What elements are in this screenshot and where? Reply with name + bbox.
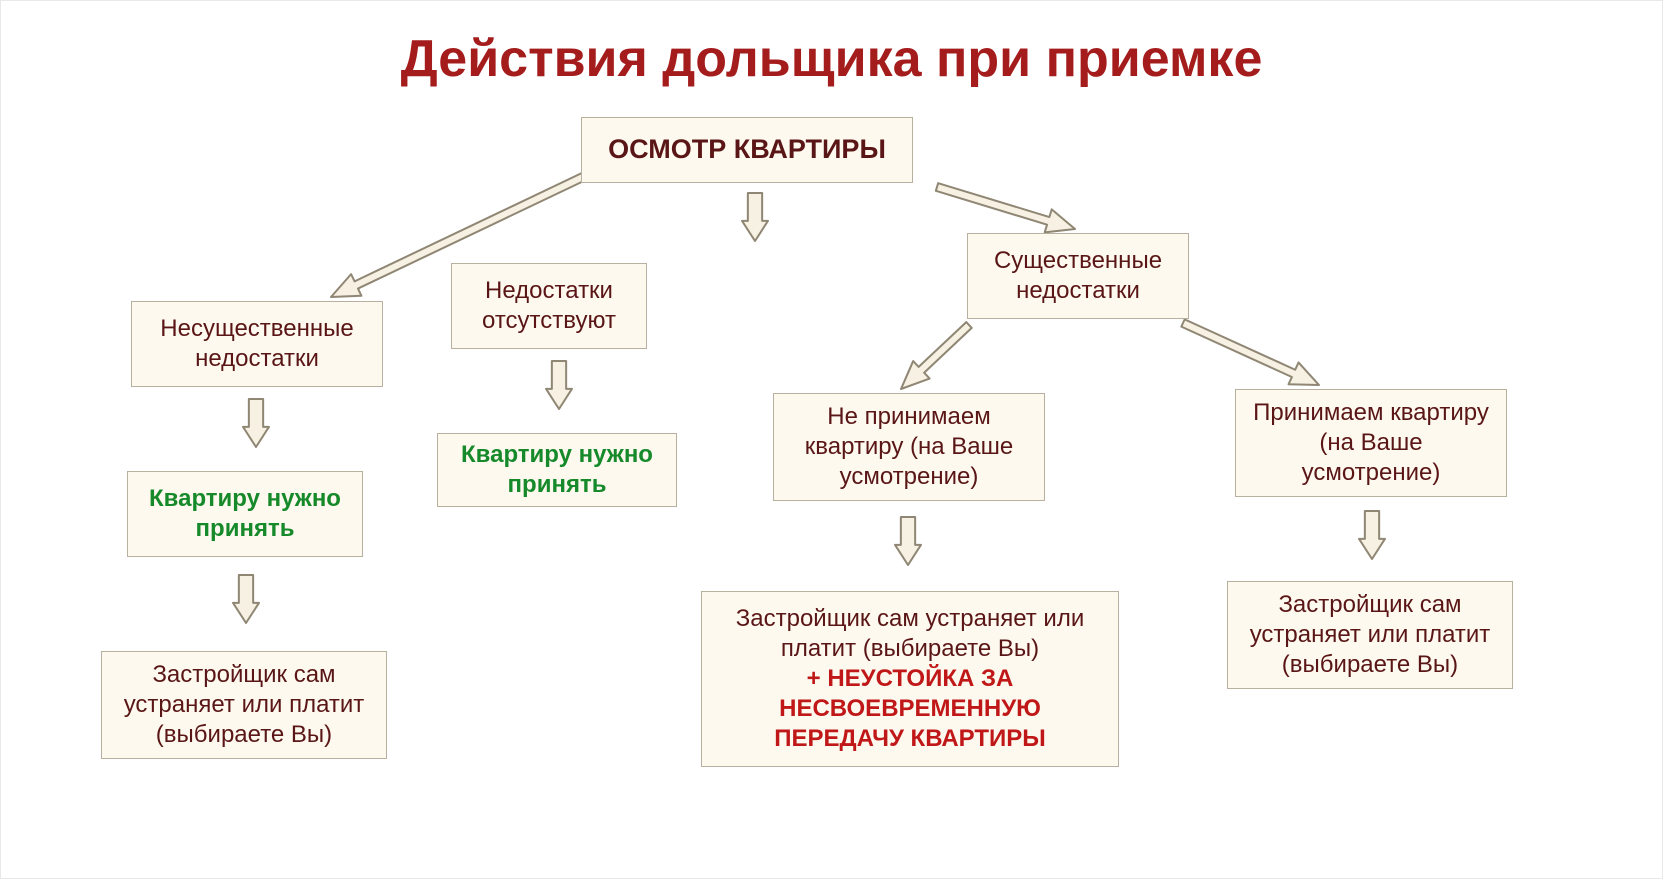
node-accept_none: Квартиру нужно принять — [437, 433, 677, 507]
node-major: Существенные недостатки — [967, 233, 1189, 319]
node-none: Недостатки отсутствуют — [451, 263, 647, 349]
flowchart-canvas: Действия дольщика при приемке ОСМОТР КВА… — [0, 0, 1663, 879]
node-reject_major: Не принимаем квартиру (на Ваше усмотрени… — [773, 393, 1045, 501]
block-arrow-down — [546, 361, 572, 409]
node-text: Застройщик сам устраняет или платит (выб… — [718, 604, 1102, 664]
node-dev_pays_reject: Застройщик сам устраняет или платит (выб… — [701, 591, 1119, 767]
long-arrow — [1181, 319, 1319, 385]
node-text: Застройщик сам устраняет или платит (выб… — [1244, 590, 1496, 680]
block-arrow-down — [243, 399, 269, 447]
node-text: Квартиру нужно принять — [144, 484, 346, 544]
node-text: Застройщик сам устраняет или платит (выб… — [118, 660, 370, 750]
node-text: Квартиру нужно принять — [454, 440, 660, 500]
node-text: + НЕУСТОЙКА ЗА НЕСВОЕВРЕМЕННУЮ ПЕРЕДАЧУ … — [718, 664, 1102, 754]
node-text: Принимаем квартиру (на Ваше усмотрение) — [1252, 398, 1490, 488]
block-arrow-down — [1359, 511, 1385, 559]
node-accept_minor: Квартиру нужно принять — [127, 471, 363, 557]
block-arrow-down — [895, 517, 921, 565]
node-dev_pays_accept: Застройщик сам устраняет или платит (выб… — [1227, 581, 1513, 689]
long-arrow — [936, 183, 1075, 232]
node-text: Несущественные недостатки — [148, 314, 366, 374]
block-arrow-down — [742, 193, 768, 241]
node-text: ОСМОТР КВАРТИРЫ — [608, 133, 886, 167]
long-arrow — [901, 322, 972, 389]
node-accept_major: Принимаем квартиру (на Ваше усмотрение) — [1235, 389, 1507, 497]
diagram-title: Действия дольщика при приемке — [1, 29, 1662, 89]
node-text: Существенные недостатки — [984, 246, 1172, 306]
node-text: Недостатки отсутствуют — [468, 276, 630, 336]
node-root: ОСМОТР КВАРТИРЫ — [581, 117, 913, 183]
node-minor: Несущественные недостатки — [131, 301, 383, 387]
block-arrow-down — [233, 575, 259, 623]
node-text: Не принимаем квартиру (на Ваше усмотрени… — [790, 402, 1028, 492]
node-dev_pays_minor: Застройщик сам устраняет или платит (выб… — [101, 651, 387, 759]
